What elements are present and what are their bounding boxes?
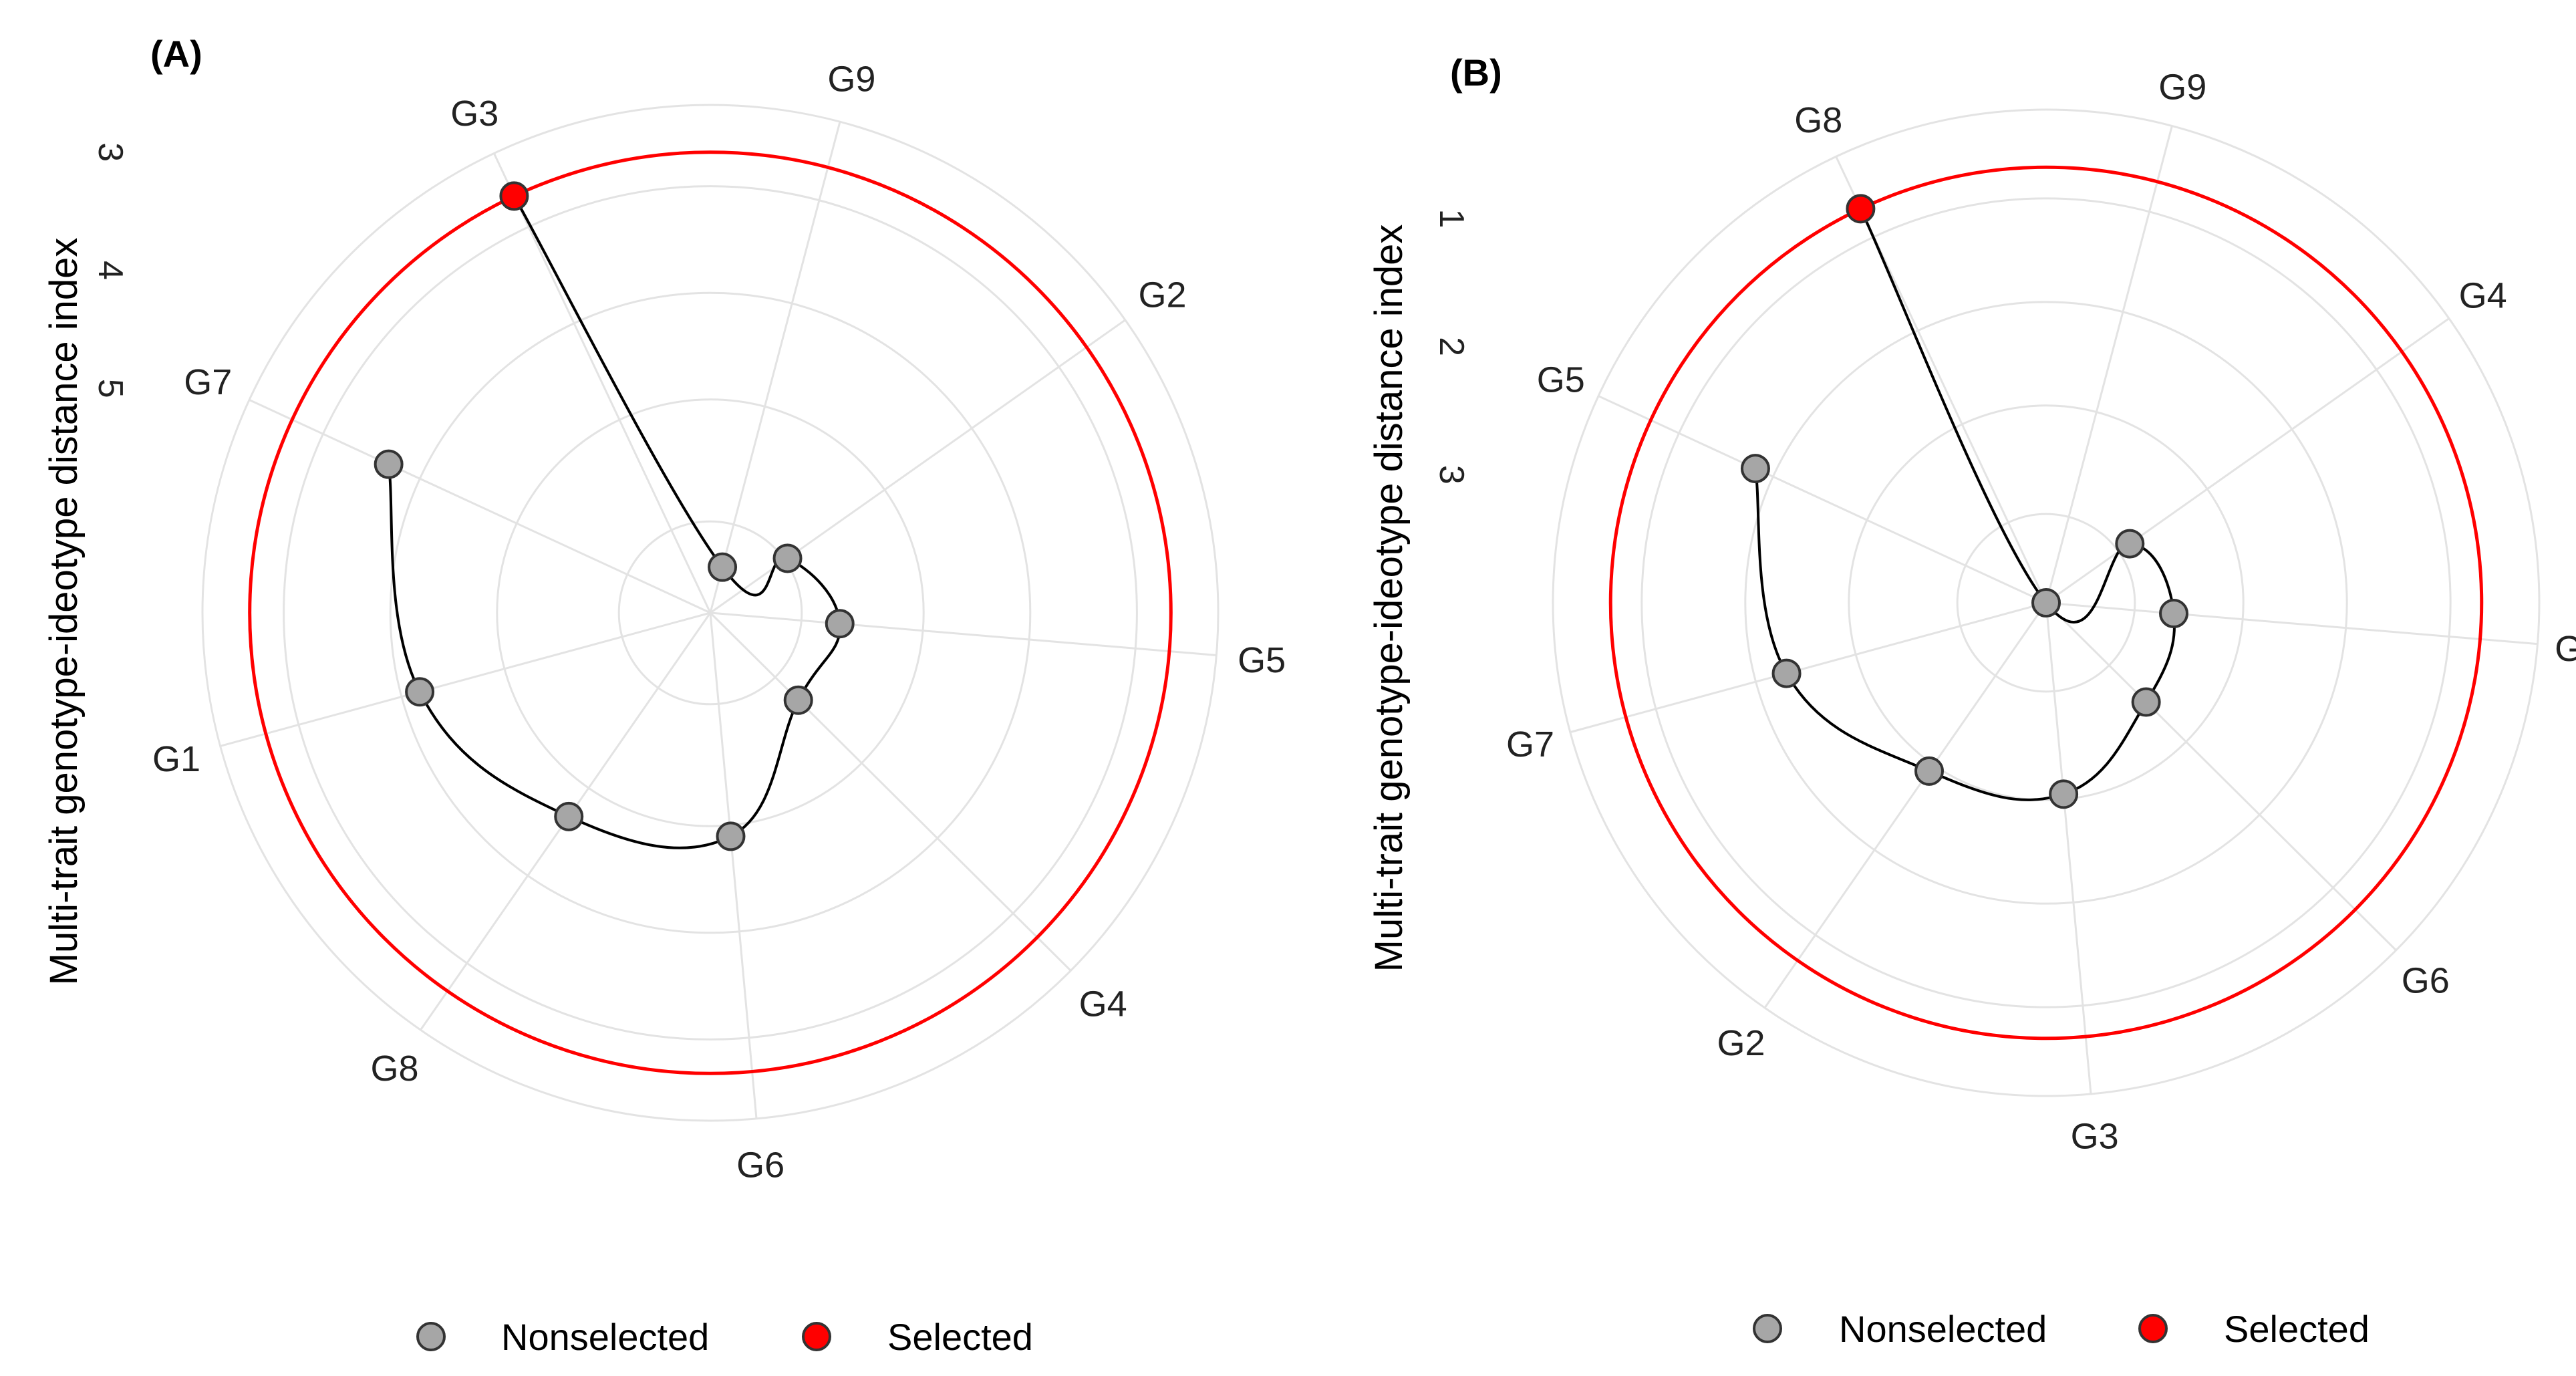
genotype-label-g6: G6 bbox=[2402, 961, 2450, 1001]
grid-ring bbox=[283, 185, 1138, 1041]
panel-a-genotype-labels: G3 G9 G2 G5 G4 G6 G8 G1 G7 bbox=[152, 59, 1286, 1185]
genotype-point-g8 bbox=[1846, 194, 1876, 224]
legend-b-selected-label: Selected bbox=[2224, 1308, 2370, 1350]
genotype-label-g4: G4 bbox=[2459, 276, 2507, 316]
genotype-point-g7 bbox=[374, 449, 404, 479]
genotype-label-g3: G3 bbox=[2071, 1117, 2119, 1157]
genotype-point-g9 bbox=[2031, 588, 2061, 617]
panel-a: (A) Multi-trait genotype-ideotype distan… bbox=[42, 33, 1286, 1186]
grid-spoke bbox=[710, 611, 1217, 656]
radial-tick-label: 2 bbox=[1432, 337, 1471, 356]
genotype-point-g6 bbox=[716, 821, 746, 851]
grid-ring bbox=[1956, 513, 2136, 693]
grid-spoke bbox=[2045, 602, 2092, 1095]
panel-b: (B) Multi-trait genotype-ideotype distan… bbox=[1367, 51, 2576, 1157]
grid-spoke bbox=[220, 611, 711, 747]
genotype-label-g6: G6 bbox=[736, 1145, 784, 1186]
panel-a-label: (A) bbox=[150, 33, 202, 75]
genotype-label-g1: G1 bbox=[152, 739, 200, 779]
panel-a-radial-tick-labels: 3 4 5 bbox=[91, 142, 130, 398]
radial-tick-label: 3 bbox=[91, 142, 130, 162]
grid-ring bbox=[1552, 108, 2541, 1097]
panel-b-y-axis-label: Multi-trait genotype-ideotype distance i… bbox=[1367, 225, 1411, 972]
genotype-label-g8: G8 bbox=[371, 1049, 419, 1089]
genotype-label-g2: G2 bbox=[1717, 1023, 1765, 1063]
panel-b-radial-tick-labels: 1 2 3 bbox=[1432, 209, 1471, 484]
genotype-point-g2 bbox=[772, 543, 803, 573]
grid-ring bbox=[389, 291, 1032, 934]
grid-spoke bbox=[709, 612, 758, 1119]
legend-b-nonselected-label: Nonselected bbox=[1839, 1308, 2047, 1350]
panel-a-y-axis-label: Multi-trait genotype-ideotype distance i… bbox=[42, 238, 86, 986]
grid-spoke bbox=[2045, 317, 2450, 604]
panel-a-grid-rings bbox=[201, 104, 1220, 1122]
genotype-point-g3 bbox=[499, 181, 529, 211]
genotype-label-g3: G3 bbox=[450, 94, 498, 134]
panel-b-selection-cutoff-circle bbox=[1608, 165, 2484, 1041]
radial-tick-label: 4 bbox=[91, 261, 130, 280]
genotype-point-g4 bbox=[783, 685, 813, 715]
genotype-label-g4: G4 bbox=[1079, 984, 1127, 1024]
grid-spoke bbox=[2045, 601, 2397, 951]
radial-tick-label: 3 bbox=[1432, 465, 1471, 485]
panel-b-genotype-labels: G8 G9 G4 G1 G6 G3 G2 G7 G5 bbox=[1506, 67, 2576, 1157]
genotype-point-g1 bbox=[405, 677, 435, 707]
genotype-label-g8: G8 bbox=[1794, 100, 1842, 140]
grid-spoke bbox=[2045, 126, 2173, 603]
grid-spoke bbox=[1763, 602, 2047, 1008]
genotype-point-g5 bbox=[1740, 454, 1770, 484]
panel-a-grid-spokes bbox=[220, 121, 1217, 1119]
genotype-label-g5: G5 bbox=[1238, 640, 1286, 680]
panel-b-genotype-points bbox=[1740, 194, 2189, 809]
genotype-label-g9: G9 bbox=[2158, 67, 2206, 108]
radial-tick-label: 1 bbox=[1432, 209, 1471, 228]
grid-spoke bbox=[1570, 601, 2047, 734]
grid-spoke bbox=[1598, 395, 2047, 604]
grid-ring bbox=[201, 104, 1220, 1122]
legend-a-nonselected-label: Nonselected bbox=[501, 1316, 709, 1358]
grid-ring bbox=[1744, 301, 2348, 905]
legend-b-nonselected-marker bbox=[1753, 1314, 1782, 1343]
panel-a-selection-cutoff-circle bbox=[248, 150, 1173, 1075]
panel-b-distance-profile-line bbox=[1753, 208, 2176, 801]
panel-b-grid-spokes bbox=[1570, 126, 2538, 1095]
grid-ring bbox=[1848, 404, 2245, 801]
genotype-label-g5: G5 bbox=[1537, 360, 1585, 400]
panel-a-genotype-points bbox=[374, 181, 855, 851]
panel-a-legend: Nonselected Selected bbox=[416, 1316, 1033, 1358]
grid-spoke bbox=[249, 398, 711, 614]
panel-b-label: (B) bbox=[1450, 51, 1502, 94]
panel-b-grid-rings bbox=[1552, 108, 2541, 1097]
legend-a-selected-label: Selected bbox=[887, 1316, 1033, 1358]
legend-a-nonselected-marker bbox=[416, 1322, 446, 1351]
genotype-point-g2 bbox=[1914, 756, 1945, 786]
genotype-point-g5 bbox=[825, 609, 855, 639]
genotype-point-g3 bbox=[2049, 779, 2079, 809]
genotype-label-g7: G7 bbox=[1506, 724, 1554, 765]
grid-spoke bbox=[492, 152, 712, 613]
legend-a-selected-marker bbox=[802, 1322, 831, 1351]
genotype-point-g1 bbox=[2159, 599, 2189, 629]
grid-ring bbox=[496, 398, 925, 827]
genotype-point-g4 bbox=[2115, 529, 2145, 559]
genotype-point-g8 bbox=[554, 801, 584, 831]
genotype-point-g7 bbox=[1771, 658, 1802, 688]
genotype-label-g9: G9 bbox=[827, 59, 875, 99]
genotype-label-g2: G2 bbox=[1138, 275, 1186, 315]
genotype-label-g7: G7 bbox=[184, 362, 232, 402]
grid-spoke bbox=[709, 121, 841, 613]
legend-b-selected-marker bbox=[2138, 1314, 2168, 1343]
grid-spoke bbox=[2045, 601, 2538, 646]
grid-spoke bbox=[709, 611, 1072, 972]
genotype-point-g6 bbox=[2131, 687, 2161, 717]
panel-b-legend: Nonselected Selected bbox=[1753, 1308, 2370, 1350]
grid-ring bbox=[1640, 197, 2452, 1008]
radial-tick-label: 5 bbox=[91, 379, 130, 398]
genotype-label-g1: G1 bbox=[2555, 629, 2576, 669]
genotype-point-g9 bbox=[708, 552, 738, 582]
grid-ring bbox=[617, 520, 803, 706]
